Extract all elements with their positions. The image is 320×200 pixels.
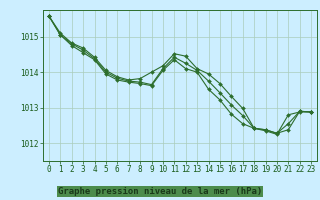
Text: Graphe pression niveau de la mer (hPa): Graphe pression niveau de la mer (hPa) bbox=[58, 187, 262, 196]
